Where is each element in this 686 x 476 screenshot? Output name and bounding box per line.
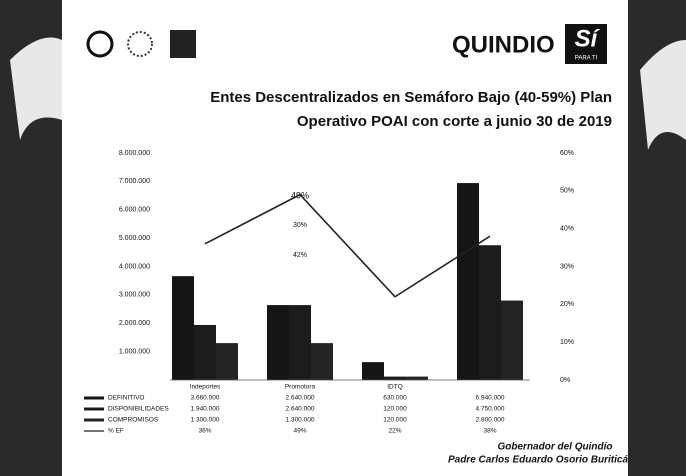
category-label: IDTQ	[387, 384, 403, 391]
table-cell: 38%	[483, 428, 496, 435]
tagline: PARA TI	[575, 56, 598, 62]
y-tick-label: 5.000.000	[119, 235, 150, 242]
table-cell: 2.640.000	[286, 395, 315, 402]
table-cell: 2.640.000	[286, 406, 315, 413]
annotation: 30%	[293, 222, 307, 229]
slide-photo: QUINDIO Sí PARA TI Entes Descentralizado…	[0, 0, 686, 476]
legend-label: DISPONIBILIDADES	[108, 406, 169, 413]
bar	[172, 276, 194, 380]
y-tick-label: 2.000.000	[119, 320, 150, 327]
bar	[289, 305, 311, 380]
table-cell: 630.000	[383, 395, 407, 402]
y2-tick-label: 30%	[560, 263, 574, 270]
bar	[384, 377, 406, 380]
y-tick-label: 7.000.000	[119, 178, 150, 185]
bar	[267, 305, 289, 380]
bar	[457, 183, 479, 380]
y-tick-label: 3.000.000	[119, 292, 150, 299]
table-cell: 120.000	[383, 406, 407, 413]
table-cell: 2.800.000	[476, 417, 505, 424]
bar	[406, 377, 428, 380]
table-cell: 1.300.000	[286, 417, 315, 424]
annotation: 42%	[293, 252, 307, 259]
y-tick-label: 4.000.000	[119, 263, 150, 270]
table-cell: 6.940.000	[476, 395, 505, 402]
table-cell: 1.940.000	[191, 406, 220, 413]
category-label: Indeportes	[190, 384, 221, 391]
table-cell: 36%	[198, 428, 211, 435]
chart-title: Entes Descentralizados en Semáforo Bajo …	[210, 89, 612, 106]
y-tick-label: 6.000.000	[119, 207, 150, 214]
table-cell: 49%	[293, 428, 306, 435]
table-cell: 4.750.000	[476, 406, 505, 413]
legend-label: % EF	[108, 428, 124, 435]
bar	[501, 301, 523, 380]
footer-line: Padre Carlos Eduardo Osorio Buriticá	[448, 455, 628, 466]
category-label: Promotora	[285, 384, 316, 391]
y2-tick-label: 50%	[560, 188, 574, 195]
table-cell: 120.000	[383, 417, 407, 424]
legend-label: DEFINITIVO	[108, 395, 144, 402]
bar	[479, 245, 501, 380]
y2-tick-label: 60%	[560, 150, 574, 157]
bar	[194, 325, 216, 380]
annotation: 49%	[291, 190, 309, 200]
brand-mark: Sí	[575, 25, 601, 52]
background	[0, 0, 686, 476]
y-tick-label: 1.000.000	[119, 348, 150, 355]
table-cell: 3.660.000	[191, 395, 220, 402]
y2-tick-label: 20%	[560, 301, 574, 308]
logo-quindio	[170, 30, 196, 58]
y-tick-label: 8.000.000	[119, 150, 150, 157]
legend-label: COMPROMISOS	[108, 417, 159, 424]
y2-tick-label: 40%	[560, 226, 574, 233]
bar	[216, 343, 238, 380]
page: QUINDIO Sí PARA TI Entes Descentralizado…	[0, 0, 686, 476]
brand: QUINDIO	[452, 31, 555, 58]
footer-line: Gobernador del Quindío	[498, 442, 613, 453]
y2-tick-label: 0%	[560, 377, 570, 384]
table-cell: 22%	[388, 428, 401, 435]
bar	[362, 362, 384, 380]
table-cell: 1.300.000	[191, 417, 220, 424]
chart-subtitle: Operativo POAI con corte a junio 30 de 2…	[297, 113, 612, 130]
y2-tick-label: 10%	[560, 339, 574, 346]
bar	[311, 343, 333, 380]
